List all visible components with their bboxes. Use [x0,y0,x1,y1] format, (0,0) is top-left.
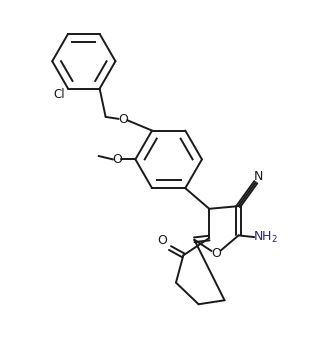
Text: NH$_2$: NH$_2$ [253,230,278,245]
Text: O: O [158,234,168,246]
Text: Cl: Cl [53,88,64,101]
Text: O: O [118,113,128,126]
Text: O: O [211,247,221,260]
Text: N: N [254,170,263,183]
Text: O: O [112,153,122,166]
